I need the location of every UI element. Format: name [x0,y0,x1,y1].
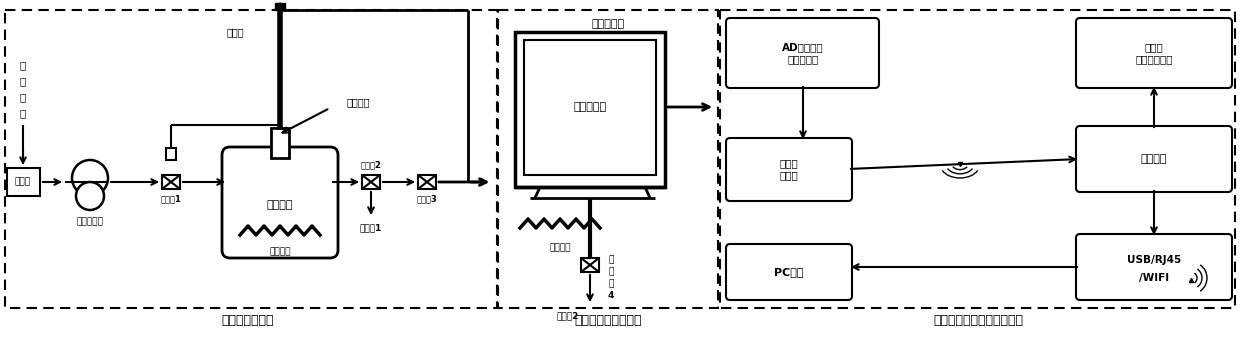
Text: 清洗口2: 清洗口2 [557,311,579,321]
Text: 硅加热带: 硅加热带 [269,248,290,256]
Text: 移液枪: 移液枪 [226,27,244,37]
Text: 蒸发及采样装置: 蒸发及采样装置 [222,313,274,326]
Bar [7,168,40,196]
Bar [582,258,599,272]
Text: 净: 净 [20,76,26,86]
Text: 主控制器: 主控制器 [1141,154,1167,164]
Text: 可调速气泵: 可调速气泵 [77,218,103,226]
Text: 控制和数据采集预处理系统: 控制和数据采集预处理系统 [932,313,1023,326]
Text: 电磁阀1: 电磁阀1 [160,194,181,204]
Bar [515,32,665,187]
Text: 传感器阵列: 传感器阵列 [573,102,606,112]
Text: 传感器气室反应装置: 传感器气室反应装置 [574,313,642,326]
Text: 蒸发气室: 蒸发气室 [267,200,293,210]
Text: 触摸屏
用户交互接口: 触摸屏 用户交互接口 [1136,42,1173,64]
Text: 硅加热带: 硅加热带 [549,243,570,252]
Text: USB/RJ45: USB/RJ45 [1127,255,1182,265]
Text: /WIFI: /WIFI [1138,273,1169,283]
Polygon shape [275,3,285,10]
Text: 磁: 磁 [609,267,614,277]
FancyBboxPatch shape [1076,18,1233,88]
Text: 清: 清 [20,60,26,70]
Text: 阀: 阀 [609,280,614,288]
Text: 采样协
控制器: 采样协 控制器 [780,158,799,180]
Bar [418,175,436,189]
FancyBboxPatch shape [222,147,339,258]
Text: 传感器气室: 传感器气室 [591,19,625,29]
Text: AD采集及信
号调理电路: AD采集及信 号调理电路 [782,42,823,64]
Bar [166,148,176,160]
Bar [525,40,656,175]
Text: PC终端: PC终端 [774,267,804,277]
FancyBboxPatch shape [1076,234,1233,300]
Circle shape [76,182,104,210]
Bar [272,128,289,158]
Text: 过滤器: 过滤器 [15,178,31,187]
Text: 电磁阀2: 电磁阀2 [361,161,382,169]
FancyBboxPatch shape [725,244,852,300]
FancyBboxPatch shape [725,18,879,88]
Text: 白酒样本: 白酒样本 [346,97,370,107]
FancyBboxPatch shape [1076,126,1233,192]
FancyBboxPatch shape [725,138,852,201]
Bar [162,175,180,189]
Text: 清洗口1: 清洗口1 [360,223,382,233]
Bar [362,175,379,189]
Text: 电磁阀3: 电磁阀3 [417,194,438,204]
Circle shape [72,160,108,196]
Text: 气: 气 [20,108,26,118]
Text: 空: 空 [20,92,26,102]
Text: 4: 4 [608,292,614,300]
Text: 电: 电 [609,255,614,265]
